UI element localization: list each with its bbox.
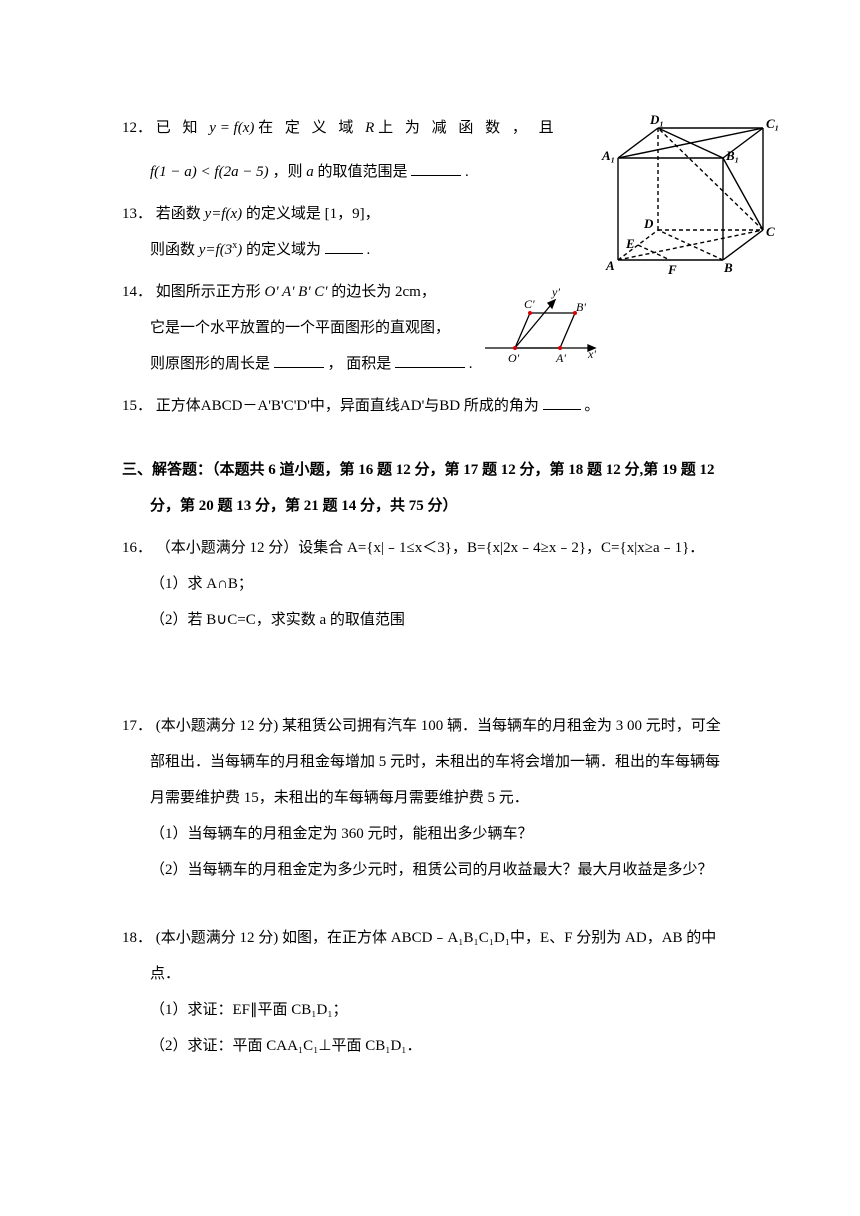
q14-text-a: 如图所示正方形 — [156, 284, 265, 300]
q14-text-d: ， 面积是 — [328, 356, 392, 372]
q13-math-2: y=f(3x) — [199, 242, 242, 258]
q17-line3: 月需要维护费 15，未租出的车每辆每月需要维护费 5 元． — [122, 780, 750, 816]
blank-14b — [395, 352, 465, 368]
label-E: E — [625, 236, 635, 251]
q15-text: 正方体ABCD－A'B'C'D'中，异面直线AD'与BD 所成的角为 — [156, 398, 539, 414]
q12-math-R: R — [365, 120, 374, 136]
question-18: 18． (本小题满分 12 分) 如图，在正方体 ABCD﹣A₁B₁C₁D₁中，… — [122, 920, 750, 1064]
label-C1: C₁ — [766, 116, 778, 131]
q13-text-a: 若函数 — [156, 206, 205, 222]
label-xprime: x' — [587, 347, 596, 361]
q12-text-e: 的取值范围是 — [317, 164, 411, 180]
label-Aprime: A' — [555, 351, 566, 365]
qnum-12: 12． — [122, 120, 152, 136]
q18-line2: 点． — [122, 956, 750, 992]
label-A: A — [605, 258, 615, 273]
q12-text-c: 上 为 减 函 数 ， 且 — [378, 120, 558, 136]
q13-math-1: y=f(x) — [205, 206, 243, 222]
qnum-17: 17． — [122, 718, 152, 734]
q13-text-d: 的定义域为 — [246, 242, 321, 258]
question-17: 17． (本小题满分 12 分) 某租赁公司拥有汽车 100 辆．当每辆车的月租… — [122, 708, 750, 888]
section-3-header: 三、解答题：（本题共 6 道小题，第 16 题 12 分，第 17 题 12 分… — [122, 452, 750, 524]
q14-text-c: 则原图形的周长是 — [150, 356, 270, 372]
q18-line1: (本小题满分 12 分) 如图，在正方体 ABCD﹣A₁B₁C₁D₁中，E、F … — [156, 930, 717, 946]
label-A1: A₁ — [601, 148, 615, 163]
q13-text-b: 的定义域是 [1，9]， — [246, 206, 380, 222]
q13-period: . — [366, 242, 370, 258]
q16-sub2: （2）若 B∪C=C，求实数 a 的取值范围 — [122, 602, 750, 638]
q12-math-2: f(1 − a) < f(2a − 5) — [150, 164, 269, 180]
label-Cprime: C' — [524, 297, 535, 311]
q13-text-c: 则函数 — [150, 242, 199, 258]
label-F: F — [667, 262, 677, 277]
question-14: 14． 如图所示正方形 O' A' B' C' 的边长为 2cm， 它是一个水平… — [122, 274, 750, 382]
q12-math-1: y = f(x) — [209, 120, 254, 136]
q16-line1: （本小题满分 12 分）设集合 A={x|﹣1≤x＜3}，B={x|2x﹣4≥x… — [156, 540, 705, 556]
label-D1: D₁ — [649, 112, 664, 127]
label-C: C — [766, 224, 775, 239]
q12-text-a: 已 知 — [156, 120, 210, 136]
cube-figure: D₁ C₁ A₁ B₁ A B C D E F — [588, 110, 778, 280]
blank-12 — [411, 160, 461, 176]
q12-math-a: a — [306, 164, 314, 180]
label-B1: B₁ — [725, 148, 739, 163]
qnum-16: 16． — [122, 540, 152, 556]
section-title-1: 三、解答题：（本题共 6 道小题，第 16 题 12 分，第 17 题 12 分… — [122, 452, 750, 488]
label-Oprime: O' — [508, 351, 520, 365]
blank-13 — [325, 238, 363, 254]
qnum-13: 13． — [122, 206, 152, 222]
section-title-2: 分，第 20 题 13 分，第 21 题 14 分，共 75 分） — [122, 488, 750, 524]
question-15: 15． 正方体ABCD－A'B'C'D'中，异面直线AD'与BD 所成的角为 。 — [122, 388, 750, 424]
q17-line1: (本小题满分 12 分) 某租赁公司拥有汽车 100 辆．当每辆车的月租金为 3… — [156, 718, 721, 734]
qnum-18: 18． — [122, 930, 152, 946]
q18-sub1: （1）求证：EF∥平面 CB₁D₁； — [122, 992, 750, 1028]
q16-sub1: （1）求 A∩B； — [122, 566, 750, 602]
q17-sub1: （1）当每辆车的月租金定为 360 元时，能租出多少辆车？ — [122, 816, 750, 852]
q17-sub2: （2）当每辆车的月租金定为多少元时，租赁公司的月收益最大？最大月收益是多少？ — [122, 852, 750, 888]
oblique-figure: C' B' O' A' x' y' — [480, 278, 600, 368]
label-B: B — [723, 260, 733, 275]
qnum-15: 15． — [122, 398, 152, 414]
q14-period: . — [469, 356, 473, 372]
q14-math-1: O' A' B' C' — [265, 284, 328, 300]
q14-line2: 它是一个水平放置的一个平面图形的直观图， — [122, 310, 750, 346]
q18-sub2: （2）求证：平面 CAA₁C₁⊥平面 CB₁D₁． — [122, 1028, 750, 1064]
q12-text-d: ，则 — [272, 164, 306, 180]
question-16: 16． （本小题满分 12 分）设集合 A={x|﹣1≤x＜3}，B={x|2x… — [122, 530, 750, 638]
q14-text-b: 的边长为 2cm， — [331, 284, 436, 300]
q12-period: . — [465, 164, 469, 180]
q12-text-b: 在 定 义 域 — [258, 120, 365, 136]
blank-14a — [274, 352, 324, 368]
label-Bprime: B' — [576, 300, 586, 314]
blank-15 — [543, 394, 581, 410]
qnum-14: 14． — [122, 284, 152, 300]
label-yprime: y' — [551, 285, 560, 299]
label-D: D — [643, 216, 654, 231]
q15-period: 。 — [584, 398, 599, 414]
q17-line2: 部租出．当每辆车的月租金每增加 5 元时，未租出的车将会增加一辆．租出的车每辆每 — [122, 744, 750, 780]
